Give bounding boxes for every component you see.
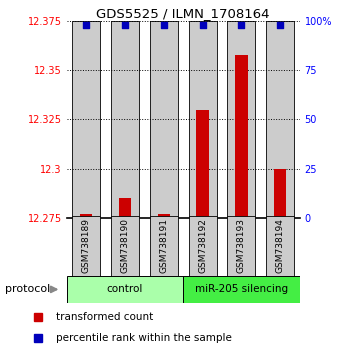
- Text: GSM738189: GSM738189: [82, 218, 91, 273]
- Bar: [189, 216, 217, 278]
- Text: GSM738193: GSM738193: [237, 218, 246, 273]
- Bar: [72, 21, 100, 218]
- Bar: [183, 276, 300, 303]
- Bar: [274, 169, 286, 218]
- Text: protocol: protocol: [5, 284, 51, 294]
- Bar: [111, 216, 139, 278]
- Bar: [235, 55, 248, 218]
- Text: GSM738192: GSM738192: [198, 218, 207, 273]
- Title: GDS5525 / ILMN_1708164: GDS5525 / ILMN_1708164: [96, 7, 270, 20]
- Bar: [158, 214, 170, 218]
- Point: [277, 22, 283, 28]
- Bar: [266, 216, 294, 278]
- Text: transformed count: transformed count: [56, 312, 153, 322]
- Bar: [189, 21, 217, 218]
- Point: [200, 22, 205, 28]
- Text: GSM738194: GSM738194: [276, 218, 285, 273]
- Text: miR-205 silencing: miR-205 silencing: [195, 284, 288, 295]
- Bar: [119, 198, 131, 218]
- Bar: [196, 110, 209, 218]
- Bar: [227, 21, 255, 218]
- Text: percentile rank within the sample: percentile rank within the sample: [56, 332, 232, 343]
- Text: GSM738190: GSM738190: [121, 218, 130, 273]
- Text: control: control: [107, 284, 143, 295]
- Bar: [67, 276, 183, 303]
- Point: [83, 22, 89, 28]
- Point: [122, 22, 128, 28]
- Bar: [80, 214, 92, 218]
- Point: [161, 22, 167, 28]
- Bar: [72, 216, 100, 278]
- Bar: [111, 21, 139, 218]
- Bar: [227, 216, 255, 278]
- Text: GSM738191: GSM738191: [159, 218, 168, 273]
- Bar: [150, 21, 178, 218]
- Bar: [150, 216, 178, 278]
- Bar: [266, 21, 294, 218]
- Point: [239, 22, 244, 28]
